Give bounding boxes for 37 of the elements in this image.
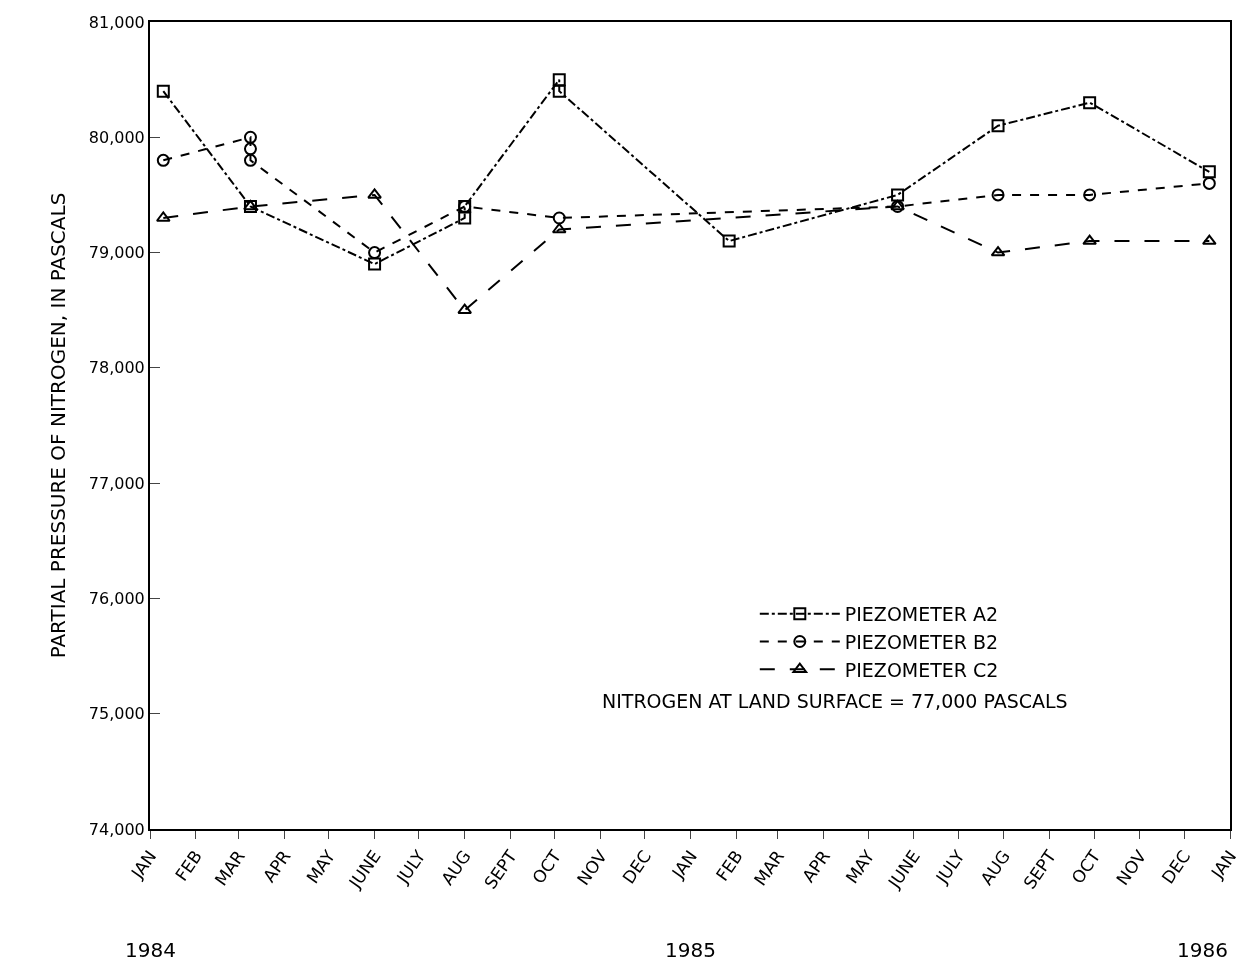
y-tick-label: 80,000 <box>88 127 145 147</box>
point <box>722 234 736 248</box>
text: 1986 <box>1177 938 1228 962</box>
y-tick-label: 75,000 <box>88 704 145 724</box>
point <box>243 153 257 167</box>
point <box>552 73 566 87</box>
point <box>243 130 257 144</box>
point <box>991 188 1005 202</box>
legend-label: PIEZOMETER B2 <box>844 630 999 653</box>
point <box>1082 234 1097 245</box>
y-tick-label: 76,000 <box>88 589 145 609</box>
point <box>552 211 566 225</box>
point <box>367 188 382 199</box>
point <box>552 84 566 98</box>
y-tick-label: 79,000 <box>88 243 145 263</box>
point <box>243 142 257 156</box>
text: 1985 <box>665 938 716 962</box>
point <box>156 153 170 167</box>
point <box>891 188 905 202</box>
y-tick-label: 81,000 <box>88 12 145 32</box>
y-tick-label: 74,000 <box>88 819 145 839</box>
y-tick-label: 78,000 <box>88 358 145 378</box>
point <box>1202 165 1216 179</box>
point <box>991 119 1005 133</box>
y-axis-title: PARTIAL PRESSURE OF NITROGEN, IN PASCALS <box>45 192 70 659</box>
point <box>368 246 382 260</box>
annotation: NITROGEN AT LAND SURFACE = 77,000 PASCALS <box>602 690 1068 712</box>
point <box>1083 96 1097 110</box>
text: 1984 <box>125 938 176 962</box>
point <box>156 84 170 98</box>
point <box>458 211 472 225</box>
y-tick-label: 77,000 <box>88 473 145 493</box>
point <box>1083 188 1097 202</box>
legend-label: PIEZOMETER C2 <box>844 658 999 681</box>
legend-label: PIEZOMETER A2 <box>844 603 999 626</box>
point <box>368 257 382 271</box>
point <box>1202 176 1216 190</box>
